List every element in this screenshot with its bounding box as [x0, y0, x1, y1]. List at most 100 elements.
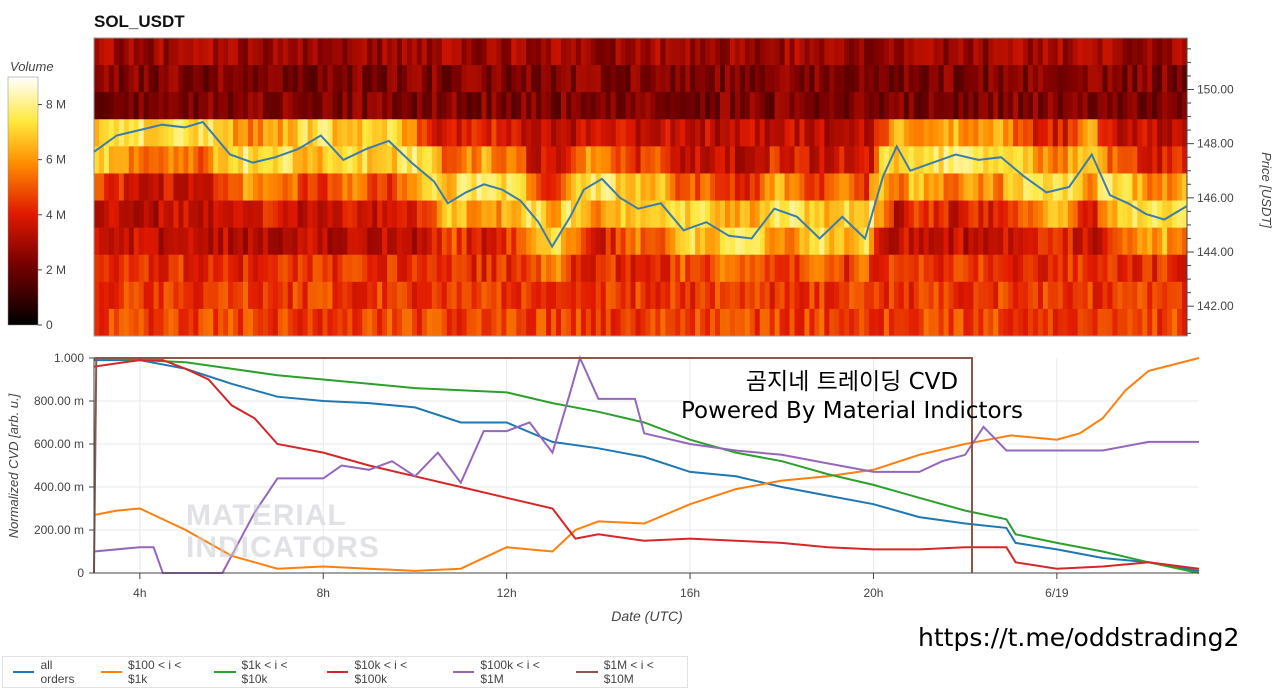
heatmap-cell [903, 173, 910, 201]
heatmap-cell [670, 38, 676, 66]
heatmap-cell [640, 38, 646, 66]
heatmap-cell [655, 308, 661, 337]
telegram-link[interactable]: https://t.me/oddstrading2 [918, 623, 1240, 652]
heatmap-cell [565, 200, 572, 229]
heatmap-cell [600, 281, 607, 310]
heatmap-cell [456, 92, 463, 120]
heatmap-cell [158, 200, 164, 229]
heatmap-cell [565, 254, 572, 283]
heatmap-cell [665, 200, 671, 229]
heatmap-cell [734, 281, 741, 310]
heatmap-cell [898, 65, 905, 93]
heatmap-cell [854, 119, 860, 147]
heatmap-cell [466, 38, 472, 66]
heatmap-cell [869, 119, 875, 147]
heatmap-cell [878, 92, 885, 120]
heatmap-cell [1082, 200, 1089, 229]
legend-item[interactable]: $100 < i < $1k [100, 658, 203, 686]
cvd-y-tick-label: 800.00 m [34, 394, 84, 408]
heatmap-cell [739, 254, 746, 283]
heatmap-cell [685, 38, 691, 66]
heatmap-cell [1127, 65, 1133, 93]
heatmap-cell [993, 254, 999, 283]
heatmap-cell [943, 308, 949, 337]
heatmap-cell [1032, 173, 1039, 201]
heatmap-cell [978, 38, 984, 66]
heatmap-cell [878, 308, 885, 337]
heatmap-cell [426, 308, 433, 337]
heatmap-cell [923, 92, 930, 120]
legend-item[interactable]: $10k < i < $100k [327, 658, 441, 686]
heatmap-cell [874, 146, 880, 174]
heatmap-cell [978, 254, 984, 283]
heatmap-cell [829, 92, 835, 120]
heatmap-cell [238, 227, 244, 256]
heatmap-cell [1132, 308, 1138, 337]
heatmap-cell [978, 200, 984, 229]
heatmap-cell [953, 281, 959, 310]
heatmap-cell [819, 227, 825, 256]
heatmap-cell [372, 254, 378, 283]
heatmap-cell [878, 200, 885, 229]
heatmap-cell [466, 92, 472, 120]
heatmap-cell [685, 281, 691, 310]
heatmap-cell [565, 38, 572, 66]
heatmap-cell [491, 92, 497, 120]
heatmap-cell [754, 200, 761, 229]
heatmap-cell [610, 92, 617, 120]
heatmap-cell [988, 65, 994, 93]
heatmap-cell [1067, 38, 1074, 66]
heatmap-cell [317, 119, 323, 147]
heatmap-cell [1182, 173, 1188, 201]
heatmap-cell [536, 65, 542, 93]
heatmap-cell [362, 200, 368, 229]
heatmap-cell [1117, 254, 1123, 283]
heatmap-cell [178, 119, 184, 147]
heatmap-cell [779, 92, 785, 120]
heatmap-cell [1013, 38, 1019, 66]
heatmap-cell [650, 146, 656, 174]
heatmap-cell [640, 119, 646, 147]
legend-item[interactable]: $1M < i < $10M [576, 658, 685, 686]
heatmap-cell [724, 281, 731, 310]
heatmap-cell [277, 227, 284, 256]
heatmap-cell [516, 65, 522, 93]
legend-item[interactable]: $100k < i < $1M [452, 658, 564, 686]
heatmap-cell [327, 308, 333, 337]
heatmap-cell [1072, 146, 1079, 174]
heatmap-cell [163, 173, 169, 201]
heatmap-cell [759, 308, 766, 337]
heatmap-cell [1102, 38, 1108, 66]
heatmap-cell [352, 173, 358, 201]
heatmap-cell [287, 173, 294, 201]
heatmap-cell [1132, 92, 1138, 120]
legend-item[interactable]: $1k < i < $10k [214, 658, 315, 686]
heatmap-cell [819, 92, 825, 120]
heatmap-cell [809, 119, 815, 147]
heatmap-cell [1152, 65, 1158, 93]
heatmap-cell [968, 146, 974, 174]
heatmap-cell [491, 146, 497, 174]
heatmap-cell [416, 92, 423, 120]
heatmap-cell [1102, 254, 1108, 283]
legend-item[interactable]: all orders [13, 658, 89, 686]
heatmap-cell [640, 308, 646, 337]
heatmap-cell [1097, 146, 1103, 174]
heatmap-cell [779, 227, 785, 256]
heatmap-cell [367, 92, 373, 120]
heatmap-cell [431, 227, 438, 256]
heatmap-cell [913, 65, 920, 93]
heatmap-cell [948, 227, 954, 256]
heatmap-cell [998, 227, 1004, 256]
heatmap-cell [874, 200, 880, 229]
heatmap-cell [248, 146, 254, 174]
heatmap-cell [476, 146, 482, 174]
heatmap-cell [411, 92, 418, 120]
heatmap-cell [1097, 308, 1103, 337]
heatmap-cell [501, 173, 507, 201]
heatmap-cell [998, 146, 1004, 174]
heatmap-cell [387, 200, 393, 229]
heatmap-cell [332, 254, 338, 283]
heatmap-cell [590, 200, 597, 229]
heatmap-cell [645, 146, 651, 174]
